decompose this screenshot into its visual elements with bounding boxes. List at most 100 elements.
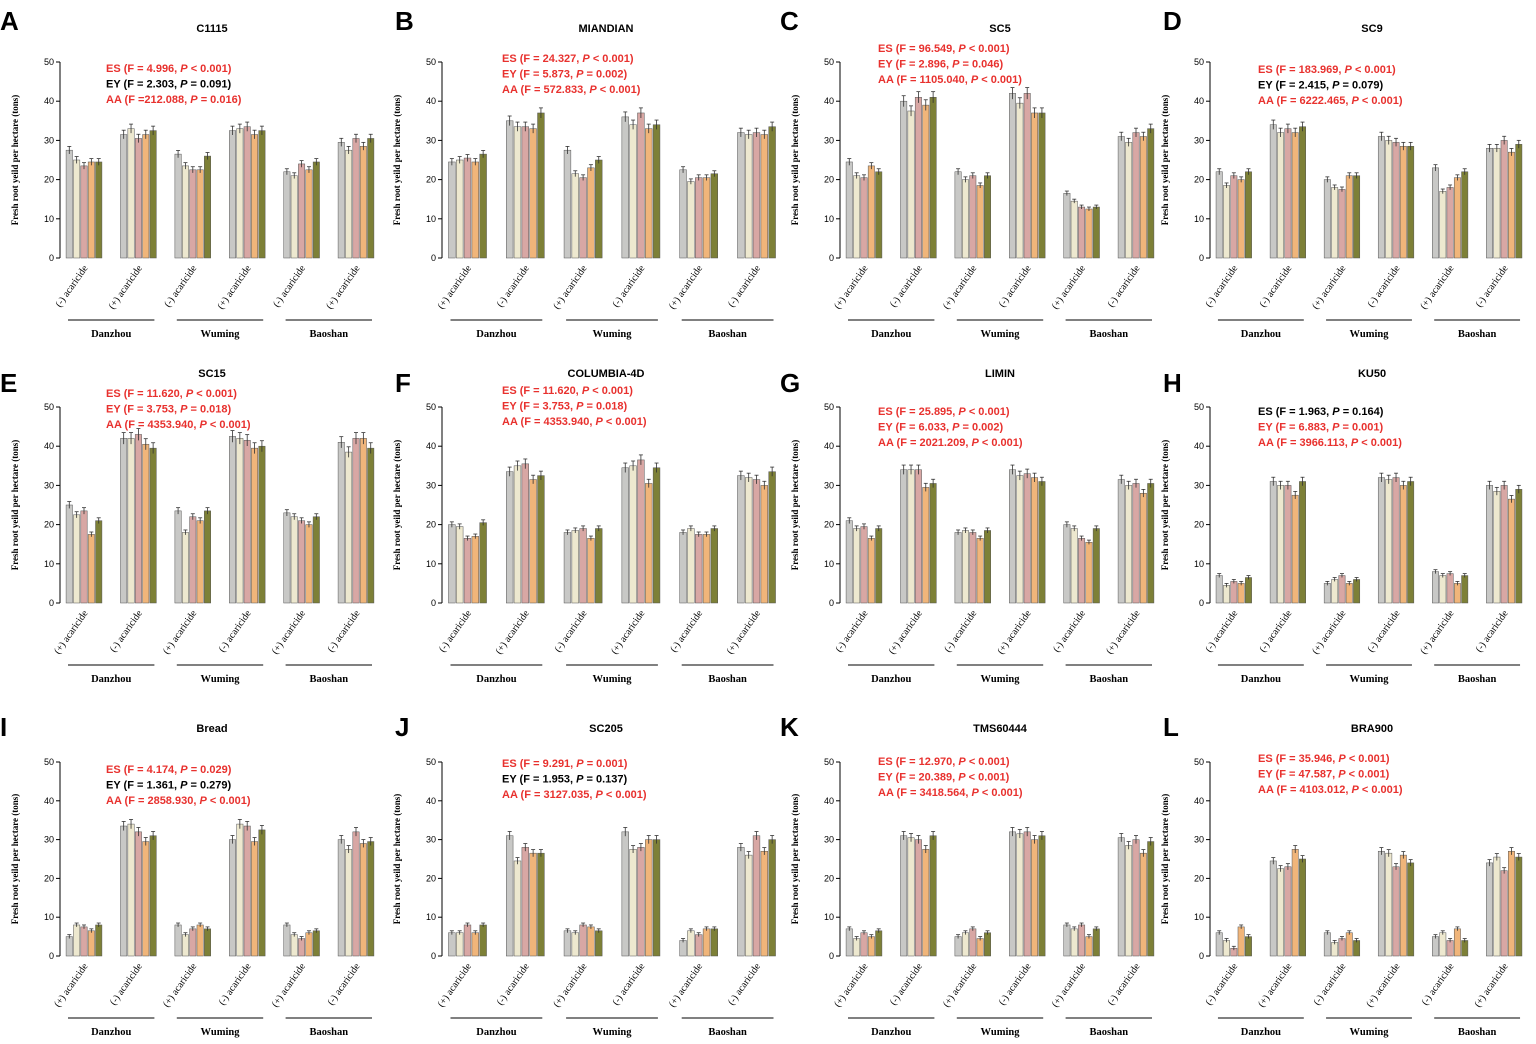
bar: [1269, 481, 1277, 604]
bar: [737, 475, 745, 604]
y-tick-label: 20: [44, 175, 54, 185]
y-tick-label: 10: [1194, 559, 1204, 569]
category-label: (+) acaricide: [1310, 608, 1349, 656]
bar: [752, 479, 761, 604]
category-label: (-) acaricide: [1257, 608, 1294, 655]
category-label: (-) acaricide: [1312, 961, 1349, 1008]
bar: [537, 112, 545, 259]
bar: [1023, 831, 1031, 957]
bar: [1277, 132, 1285, 259]
bar: [283, 171, 291, 259]
bar: [1345, 583, 1353, 604]
location-label: Baoshan: [1458, 329, 1497, 340]
bar: [853, 175, 861, 259]
bar: [1338, 938, 1346, 957]
stat-line-aa: AA (F = 2858.930, P < 0.001): [106, 795, 251, 807]
bar: [914, 839, 922, 957]
category-label: (-) acaricide: [726, 961, 763, 1008]
bar: [1063, 193, 1071, 259]
bar: [745, 134, 753, 259]
bar: [1385, 140, 1393, 259]
y-tick-label: 0: [49, 253, 54, 263]
location-label: Danzhou: [871, 674, 911, 685]
bar: [345, 451, 353, 604]
y-tick-label: 40: [1194, 96, 1204, 106]
category-label: (+) acaricide: [270, 961, 309, 1009]
bar: [174, 924, 182, 957]
bar: [695, 177, 703, 259]
stat-line-ey: EY (F = 6.033, P = 0.002): [878, 422, 1004, 434]
bar: [1515, 489, 1523, 604]
bar: [142, 443, 150, 604]
location-label: Baoshan: [1090, 329, 1129, 340]
category-label: (-) acaricide: [1257, 263, 1294, 310]
bar: [1237, 583, 1245, 604]
bar: [1139, 136, 1147, 259]
bar: [1117, 479, 1125, 604]
bar: [907, 469, 915, 604]
bar: [73, 159, 81, 259]
bar: [1277, 485, 1285, 604]
y-tick-label: 50: [44, 757, 54, 767]
y-tick-label: 10: [1194, 912, 1204, 922]
bar: [471, 161, 479, 259]
bar: [1446, 187, 1454, 259]
bar: [768, 839, 776, 957]
bar: [251, 841, 259, 957]
panel-h: H KU50 0 10 20 30 40 50 Fresh root yeild per hec…: [1160, 368, 1523, 685]
bar: [506, 835, 514, 957]
bar: [65, 936, 73, 957]
bar: [73, 924, 81, 957]
stat-line-es: ES (F = 25.895, P < 0.001): [878, 406, 1010, 418]
location-label: Wuming: [1350, 1027, 1390, 1038]
bar: [867, 165, 875, 259]
bar: [1009, 93, 1016, 259]
bar: [1461, 940, 1469, 957]
y-axis-label: Fresh root yeild per hectare (tons): [1160, 95, 1170, 226]
y-tick-label: 50: [426, 757, 436, 767]
bar: [204, 510, 211, 604]
bar: [1038, 112, 1046, 259]
panel-letter: B: [395, 6, 414, 36]
chart-title: Bread: [196, 723, 227, 735]
bar: [621, 467, 629, 604]
bar: [745, 854, 753, 957]
bar: [181, 934, 189, 957]
bar: [1092, 206, 1100, 259]
y-tick-label: 20: [824, 175, 834, 185]
bar: [283, 512, 291, 604]
bar: [1092, 528, 1100, 604]
bar: [1125, 845, 1133, 957]
stat-line-es: ES (F = 11.620, P < 0.001): [106, 388, 237, 400]
category-label: (-) acaricide: [888, 263, 925, 310]
bar: [1299, 858, 1306, 957]
y-axis-label: Fresh root yeild per hectare (tons): [790, 794, 800, 925]
y-tick-label: 20: [1194, 175, 1204, 185]
panel-c: C SC5 0 10 20 30 40 50 Fresh root yeild per hect…: [780, 6, 1155, 340]
y-tick-label: 40: [426, 441, 436, 451]
bar: [1338, 189, 1346, 259]
bar: [359, 438, 367, 604]
bar: [1508, 850, 1515, 957]
y-tick-label: 50: [824, 402, 834, 412]
bar: [984, 530, 991, 604]
bar: [367, 138, 375, 259]
location-label: Baoshan: [708, 329, 747, 340]
bar: [312, 930, 320, 957]
y-tick-label: 0: [1199, 253, 1204, 263]
bar: [645, 128, 653, 259]
category-label: (+) acaricide: [941, 263, 980, 311]
bar: [1125, 142, 1133, 259]
y-tick-label: 40: [44, 441, 54, 451]
chart-title: LIMIN: [985, 368, 1015, 380]
panel-a: A C1115 0 10 20 30 40 50 Fresh root yeild per he…: [0, 6, 375, 340]
y-tick-label: 30: [1194, 135, 1204, 145]
category-label: (+) acaricide: [52, 961, 91, 1009]
bar: [174, 510, 182, 604]
category-label: (-) acaricide: [1474, 608, 1511, 655]
bar: [907, 110, 915, 259]
panel-f: F COLUMBIA-4D 0 10 20 30 40 50 Fresh root yeild …: [392, 368, 776, 685]
bar: [127, 438, 135, 604]
panel-j: J SC205 0 10 20 30 40 50 Fresh root yeild per he…: [392, 712, 776, 1038]
y-tick-label: 10: [44, 559, 54, 569]
